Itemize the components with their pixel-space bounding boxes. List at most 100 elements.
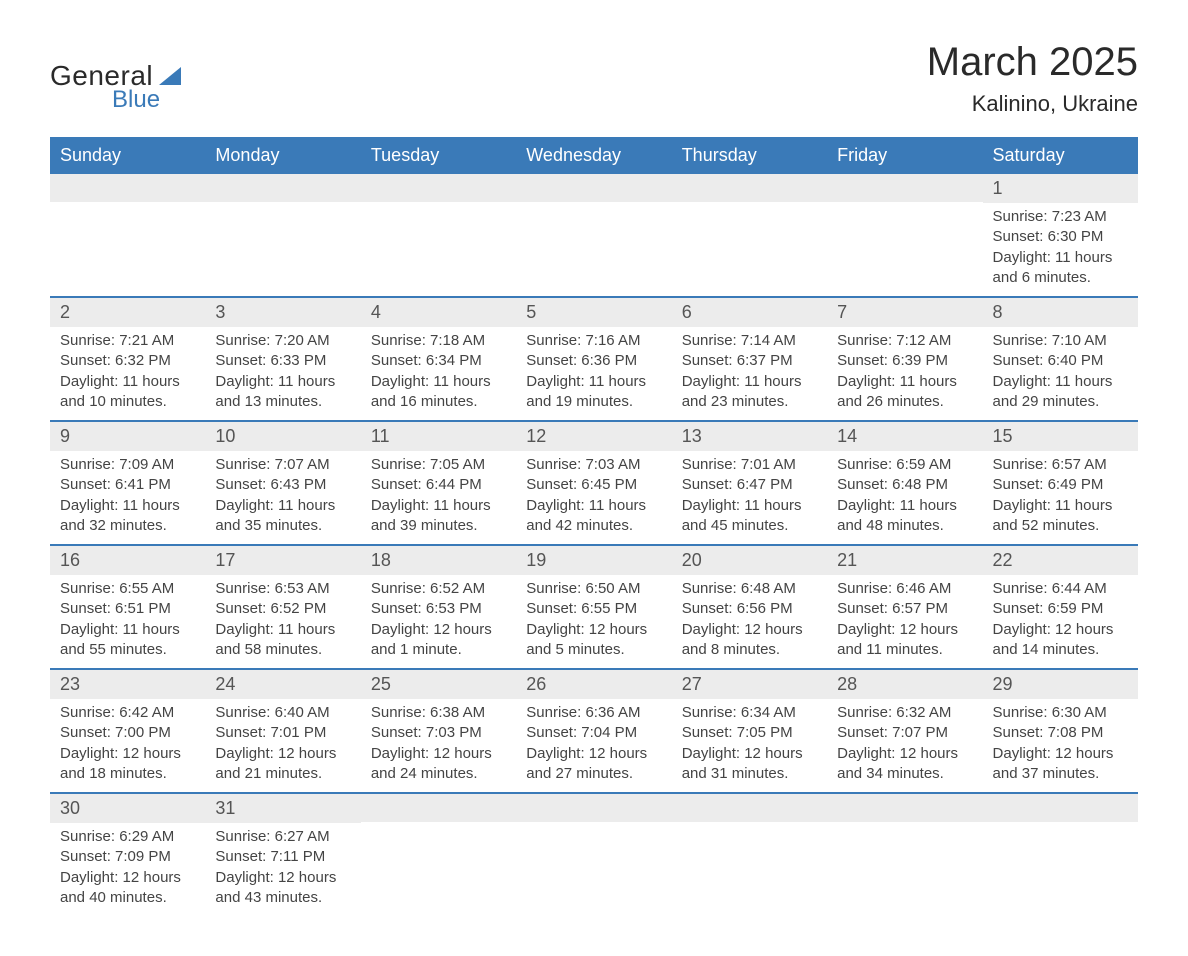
sunrise-text: Sunrise: 7:14 AM [682,331,817,351]
sunrise-text: Sunrise: 7:16 AM [526,331,661,351]
day-of-week-header: Friday [827,137,982,174]
day-cell: 14Sunrise: 6:59 AMSunset: 6:48 PMDayligh… [827,422,982,544]
day-body [361,822,516,834]
sunrise-text: Sunrise: 6:46 AM [837,579,972,599]
daylight-text: Daylight: 12 hours and 43 minutes. [215,868,350,909]
empty-day-cell [827,174,982,296]
daylight-text: Daylight: 11 hours and 48 minutes. [837,496,972,537]
day-number: 15 [983,422,1138,451]
daylight-text: Daylight: 11 hours and 26 minutes. [837,372,972,413]
daylight-text: Daylight: 12 hours and 40 minutes. [60,868,195,909]
sunrise-text: Sunrise: 6:42 AM [60,703,195,723]
day-body: Sunrise: 6:32 AMSunset: 7:07 PMDaylight:… [827,699,982,792]
sunset-text: Sunset: 7:07 PM [837,723,972,743]
day-number: 22 [983,546,1138,575]
sunrise-text: Sunrise: 7:18 AM [371,331,506,351]
daylight-text: Daylight: 12 hours and 34 minutes. [837,744,972,785]
day-body: Sunrise: 7:16 AMSunset: 6:36 PMDaylight:… [516,327,671,420]
day-number: 16 [50,546,205,575]
day-number: 21 [827,546,982,575]
day-cell: 15Sunrise: 6:57 AMSunset: 6:49 PMDayligh… [983,422,1138,544]
sunset-text: Sunset: 7:11 PM [215,847,350,867]
empty-day-cell [827,794,982,916]
sunset-text: Sunset: 6:55 PM [526,599,661,619]
daylight-text: Daylight: 12 hours and 27 minutes. [526,744,661,785]
day-body [672,202,827,214]
sunrise-text: Sunrise: 6:57 AM [993,455,1128,475]
day-cell: 10Sunrise: 7:07 AMSunset: 6:43 PMDayligh… [205,422,360,544]
day-cell: 25Sunrise: 6:38 AMSunset: 7:03 PMDayligh… [361,670,516,792]
day-number [516,174,671,202]
day-body: Sunrise: 7:01 AMSunset: 6:47 PMDaylight:… [672,451,827,544]
sunrise-text: Sunrise: 7:21 AM [60,331,195,351]
sunrise-text: Sunrise: 6:36 AM [526,703,661,723]
day-body: Sunrise: 6:59 AMSunset: 6:48 PMDaylight:… [827,451,982,544]
day-body: Sunrise: 6:46 AMSunset: 6:57 PMDaylight:… [827,575,982,668]
day-number: 26 [516,670,671,699]
daylight-text: Daylight: 12 hours and 18 minutes. [60,744,195,785]
empty-day-cell [516,174,671,296]
daylight-text: Daylight: 11 hours and 23 minutes. [682,372,817,413]
logo-sail-icon [159,67,181,85]
sunset-text: Sunset: 6:45 PM [526,475,661,495]
daylight-text: Daylight: 11 hours and 58 minutes. [215,620,350,661]
day-number [827,174,982,202]
day-number [361,174,516,202]
day-number [205,174,360,202]
daylight-text: Daylight: 12 hours and 31 minutes. [682,744,817,785]
sunset-text: Sunset: 7:01 PM [215,723,350,743]
day-number: 5 [516,298,671,327]
location-label: Kalinino, Ukraine [927,91,1138,117]
day-number: 11 [361,422,516,451]
day-body [361,202,516,214]
sunset-text: Sunset: 6:34 PM [371,351,506,371]
day-body: Sunrise: 6:53 AMSunset: 6:52 PMDaylight:… [205,575,360,668]
day-body: Sunrise: 6:27 AMSunset: 7:11 PMDaylight:… [205,823,360,916]
day-cell: 29Sunrise: 6:30 AMSunset: 7:08 PMDayligh… [983,670,1138,792]
daylight-text: Daylight: 11 hours and 52 minutes. [993,496,1128,537]
daylight-text: Daylight: 12 hours and 11 minutes. [837,620,972,661]
day-body: Sunrise: 6:55 AMSunset: 6:51 PMDaylight:… [50,575,205,668]
day-number: 20 [672,546,827,575]
page-title: March 2025 [927,40,1138,85]
day-cell: 4Sunrise: 7:18 AMSunset: 6:34 PMDaylight… [361,298,516,420]
week-row: 1Sunrise: 7:23 AMSunset: 6:30 PMDaylight… [50,174,1138,296]
daylight-text: Daylight: 11 hours and 55 minutes. [60,620,195,661]
day-body: Sunrise: 6:48 AMSunset: 6:56 PMDaylight:… [672,575,827,668]
day-body: Sunrise: 6:38 AMSunset: 7:03 PMDaylight:… [361,699,516,792]
sunset-text: Sunset: 6:43 PM [215,475,350,495]
day-number: 9 [50,422,205,451]
day-cell: 20Sunrise: 6:48 AMSunset: 6:56 PMDayligh… [672,546,827,668]
day-cell: 27Sunrise: 6:34 AMSunset: 7:05 PMDayligh… [672,670,827,792]
daylight-text: Daylight: 11 hours and 32 minutes. [60,496,195,537]
day-cell: 8Sunrise: 7:10 AMSunset: 6:40 PMDaylight… [983,298,1138,420]
day-body: Sunrise: 6:29 AMSunset: 7:09 PMDaylight:… [50,823,205,916]
day-cell: 9Sunrise: 7:09 AMSunset: 6:41 PMDaylight… [50,422,205,544]
day-cell: 23Sunrise: 6:42 AMSunset: 7:00 PMDayligh… [50,670,205,792]
day-number: 17 [205,546,360,575]
sunset-text: Sunset: 6:32 PM [60,351,195,371]
day-body: Sunrise: 6:52 AMSunset: 6:53 PMDaylight:… [361,575,516,668]
day-of-week-header: Monday [205,137,360,174]
day-of-week-header: Saturday [983,137,1138,174]
sunrise-text: Sunrise: 6:40 AM [215,703,350,723]
week-row: 16Sunrise: 6:55 AMSunset: 6:51 PMDayligh… [50,544,1138,668]
week-row: 23Sunrise: 6:42 AMSunset: 7:00 PMDayligh… [50,668,1138,792]
day-number [672,794,827,822]
day-number: 1 [983,174,1138,203]
day-body: Sunrise: 6:36 AMSunset: 7:04 PMDaylight:… [516,699,671,792]
day-of-week-header: Tuesday [361,137,516,174]
day-body: Sunrise: 6:44 AMSunset: 6:59 PMDaylight:… [983,575,1138,668]
empty-day-cell [983,794,1138,916]
day-number: 19 [516,546,671,575]
daylight-text: Daylight: 11 hours and 6 minutes. [993,248,1128,289]
day-body: Sunrise: 7:10 AMSunset: 6:40 PMDaylight:… [983,327,1138,420]
sunrise-text: Sunrise: 6:53 AM [215,579,350,599]
sunset-text: Sunset: 6:59 PM [993,599,1128,619]
day-cell: 12Sunrise: 7:03 AMSunset: 6:45 PMDayligh… [516,422,671,544]
weeks-container: 1Sunrise: 7:23 AMSunset: 6:30 PMDaylight… [50,174,1138,916]
day-number [827,794,982,822]
day-body: Sunrise: 7:20 AMSunset: 6:33 PMDaylight:… [205,327,360,420]
sunrise-text: Sunrise: 7:01 AM [682,455,817,475]
daylight-text: Daylight: 12 hours and 37 minutes. [993,744,1128,785]
